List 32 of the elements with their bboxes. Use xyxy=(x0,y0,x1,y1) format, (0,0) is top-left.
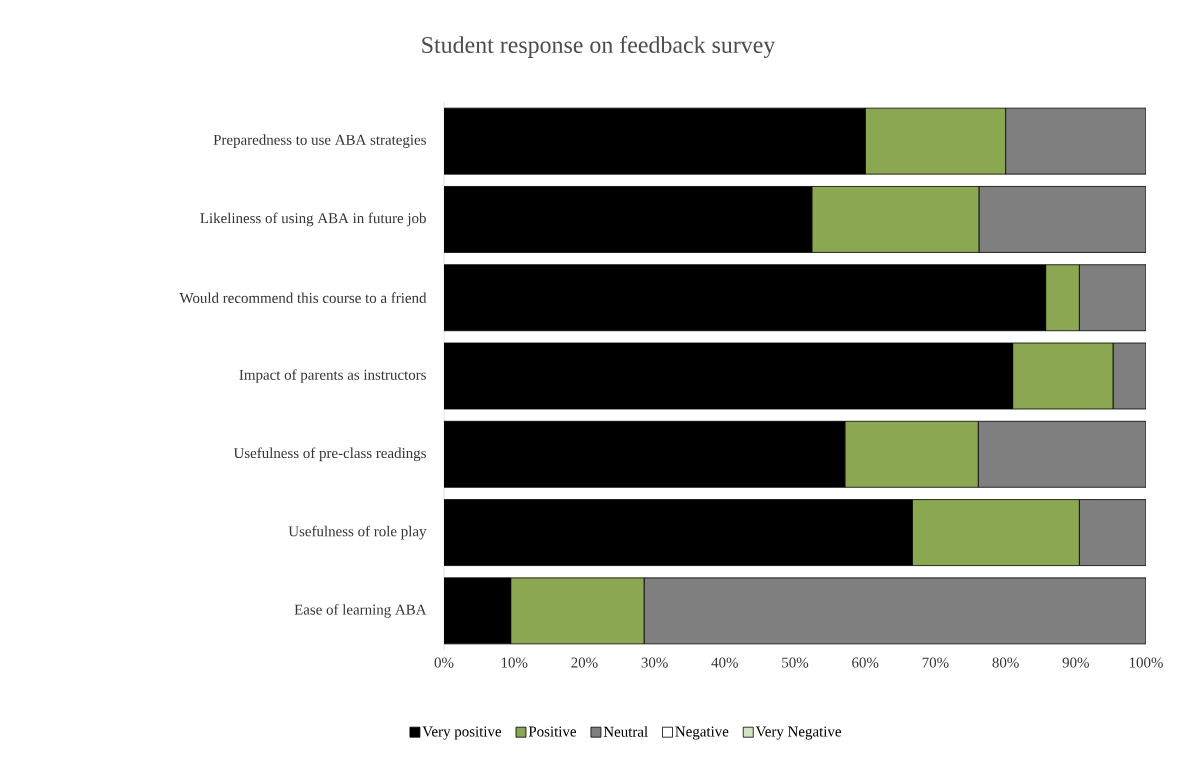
bar xyxy=(1078,499,1147,566)
y-tick-label: Ease of learning ABA xyxy=(294,604,427,618)
y-tick-label: Usefulness of pre-class readings xyxy=(233,447,426,462)
y-tick-label: Likeliness of using ABA in future job xyxy=(200,212,426,227)
x-tick-label: 20% xyxy=(571,657,598,668)
y-tick-label: Impact of parents as instructors xyxy=(239,369,426,383)
x-tick-label: 40% xyxy=(711,657,738,668)
x-tick-label: 90% xyxy=(1062,657,1089,668)
bar xyxy=(1112,342,1147,410)
y-tick-label: Usefulness of role play xyxy=(288,525,427,540)
y-tick-label: Would recommend this course to a friend xyxy=(179,292,427,304)
legend-label: Negative xyxy=(675,726,729,740)
bar xyxy=(643,577,1147,645)
x-tick-label: 10% xyxy=(501,657,528,668)
y-tick-label: Preparedness to use ABA strategies xyxy=(213,134,426,148)
x-tick-label: 100% xyxy=(1129,657,1163,668)
x-tick-label: 30% xyxy=(641,657,668,668)
bar xyxy=(978,186,1147,253)
legend-label: Neutral xyxy=(603,726,648,737)
x-tick-label: 0% xyxy=(434,657,454,668)
chart-title: Student response on feedback survey xyxy=(422,36,776,58)
bar xyxy=(977,420,1147,488)
bar xyxy=(811,186,980,253)
x-tick-label: 70% xyxy=(922,657,949,668)
legend-label: Positive xyxy=(528,726,577,737)
x-tick-label: 50% xyxy=(782,657,809,668)
x-tick-label: 80% xyxy=(992,657,1019,668)
x-tick-label: 60% xyxy=(852,657,879,668)
legend-label: Very Negative xyxy=(755,726,841,740)
bar xyxy=(1005,107,1147,175)
bar xyxy=(1078,264,1147,332)
legend-label: Very positive xyxy=(422,726,502,740)
